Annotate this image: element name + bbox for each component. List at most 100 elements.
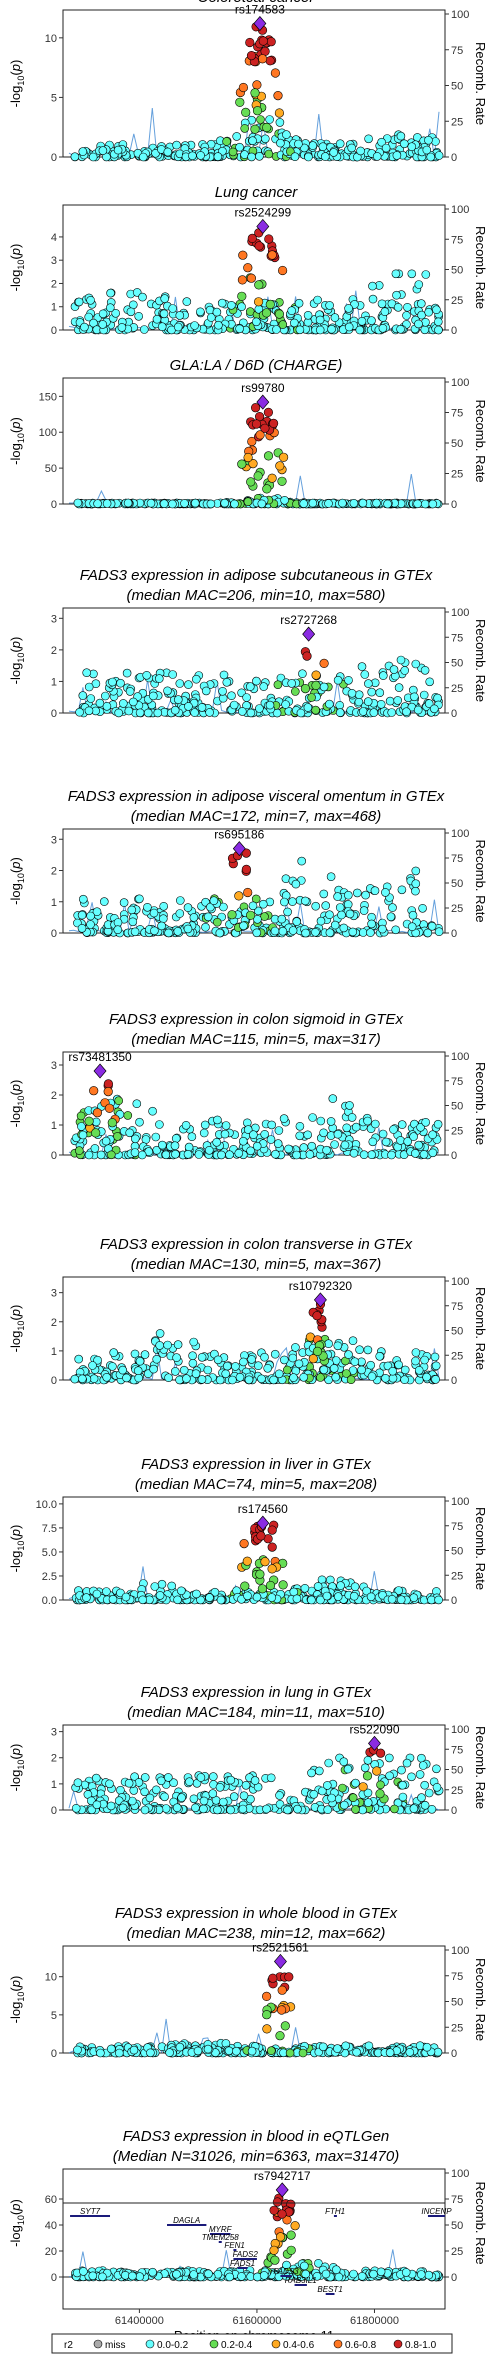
panel-title: (median MAC=206, min=10, max=580) [127, 587, 386, 604]
y-tick-label: 2 [51, 278, 57, 290]
y-axis-label: -log10(p) [8, 637, 26, 685]
snp-point [184, 680, 193, 689]
snp-point [327, 324, 336, 334]
snp-point [181, 1121, 191, 1130]
snp-point [133, 1366, 143, 1375]
snp-point-ld [237, 291, 247, 301]
snp-point [338, 498, 347, 508]
panel-7: FADS3 expression in colon transverse in … [8, 1236, 488, 1387]
snp-point [394, 683, 404, 692]
snp-point [368, 294, 378, 304]
snp-point [237, 302, 246, 312]
y-tick-label: 0 [51, 1375, 57, 1387]
panel-title: FADS3 expression in lung in GTEx [141, 1684, 372, 1701]
snp-point-ld [269, 2205, 279, 2215]
snp-point-ld [254, 280, 264, 290]
snp-point [107, 1150, 116, 1160]
snp-point [92, 1773, 101, 1783]
y-tick-label: 3 [51, 1060, 57, 1072]
snp-point [326, 1117, 336, 1126]
snp-point [281, 700, 290, 709]
snp-point [172, 1353, 181, 1362]
snp-point [383, 1361, 393, 1371]
snp-point [378, 1129, 388, 1139]
snp-point [219, 902, 228, 912]
snp-point [213, 1115, 222, 1125]
snp-point [326, 1131, 336, 1140]
snp-point-ld [241, 107, 251, 117]
snp-point [205, 1146, 214, 1155]
snp-point [141, 1135, 151, 1144]
snp-point [411, 879, 421, 889]
snp-point [265, 700, 275, 710]
snp-point-ld [255, 1569, 265, 1579]
x-tick-label: 61600000 [232, 2315, 281, 2327]
snp-point [270, 1349, 280, 1359]
snp-point [257, 1374, 266, 1384]
snp-point-ld [279, 452, 289, 462]
snp-point [196, 151, 205, 160]
snp-point [129, 2045, 139, 2055]
snp-point [255, 704, 264, 713]
snp-point [357, 2272, 367, 2281]
snp-point [173, 1595, 182, 1605]
snp-point-ld [241, 864, 251, 875]
snp-point [366, 1360, 376, 1370]
snp-point [138, 1595, 147, 1605]
panel-title: Coloretcal cancer [198, 0, 316, 6]
snp-point [224, 2046, 234, 2056]
snp-point-ld [266, 37, 276, 47]
panel-title: (median MAC=238, min=12, max=662) [127, 1925, 386, 1942]
snp-point [128, 2271, 137, 2281]
snp-point [402, 1758, 412, 1768]
snp-point [427, 1595, 436, 1605]
snp-point [219, 1797, 228, 1807]
y-tick-label: 0 [51, 499, 57, 511]
snp-point [259, 2271, 269, 2280]
y-tick-label: 2 [51, 1317, 57, 1329]
snp-point [101, 1136, 111, 1146]
snp-point [192, 674, 201, 684]
snp-point [88, 152, 98, 162]
snp-point [375, 688, 385, 698]
recomb-tick-label: 0 [451, 1595, 457, 1607]
snp-point [292, 1594, 302, 1604]
snp-point [173, 927, 183, 936]
snp-point [396, 324, 405, 334]
gene-label: INCENP [421, 2207, 452, 2216]
snp-point [348, 1336, 358, 1345]
snp-point [193, 2046, 203, 2056]
snp-point [276, 138, 285, 148]
snp-point [253, 1361, 263, 1370]
snp-point [152, 314, 162, 324]
snp-point [421, 270, 431, 279]
snp-point [161, 1150, 171, 1160]
snp-point [420, 1780, 430, 1790]
snp-point [291, 879, 301, 889]
y-tick-label: 7.5 [42, 1523, 57, 1535]
snp-point [267, 1120, 277, 1130]
snp-point [369, 708, 379, 717]
snp-point [252, 676, 261, 686]
snp-point [114, 1096, 123, 1105]
snp-point [381, 888, 390, 897]
snp-point [229, 700, 239, 710]
snp-point-ld [246, 477, 256, 487]
snp-point [409, 1593, 419, 1602]
snp-point [308, 1113, 317, 1122]
snp-point [180, 499, 189, 508]
snp-point [222, 137, 231, 146]
snp-point [295, 1131, 305, 1141]
snp-point [294, 1359, 304, 1369]
recomb-tick-label: 75 [451, 1301, 463, 1313]
snp-point [247, 152, 256, 162]
snp-point [251, 317, 261, 327]
recomb-tick-label: 50 [451, 658, 463, 670]
snp-point [363, 1116, 372, 1126]
snp-point [376, 1780, 385, 1790]
recomb-tick-label: 0 [451, 1150, 457, 1162]
snp-point [363, 1788, 373, 1798]
snp-point [298, 669, 307, 679]
snp-point [307, 1768, 316, 1778]
snp-point [251, 894, 261, 904]
